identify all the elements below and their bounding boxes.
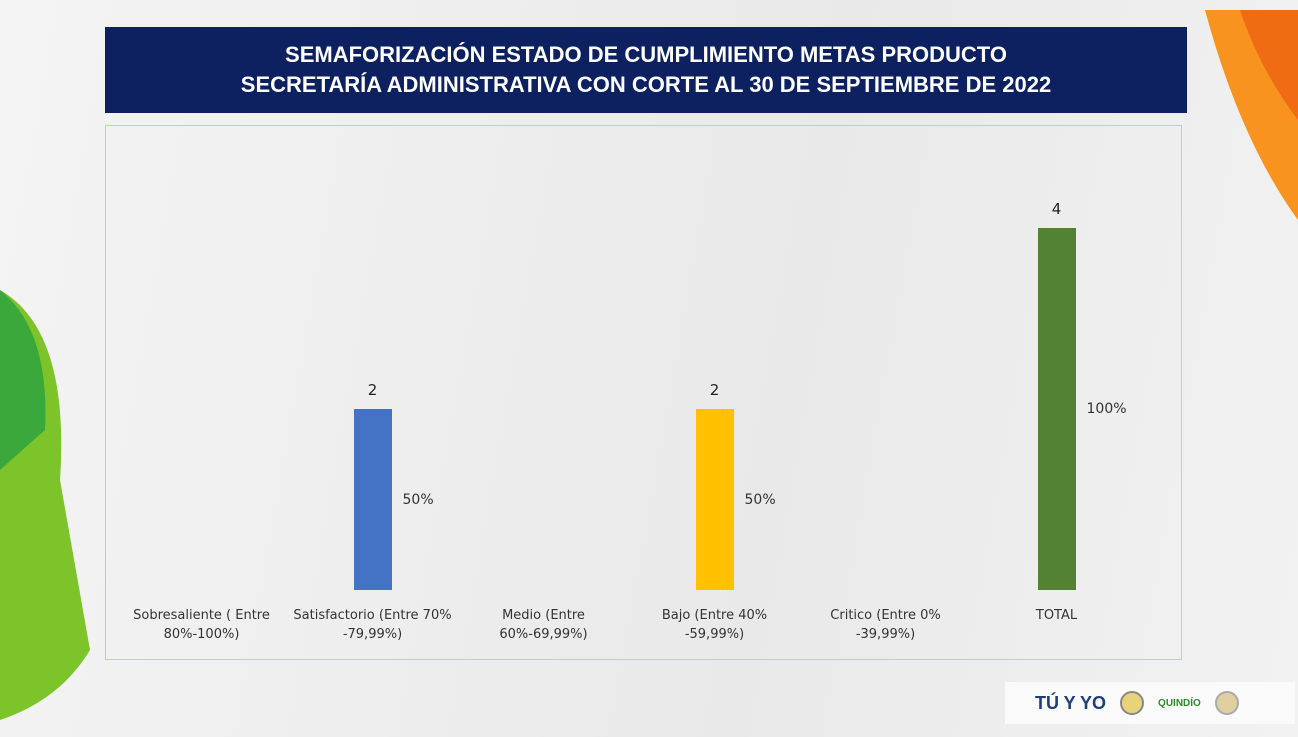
percent-label: 100% [1086, 401, 1127, 417]
x-tick-label: Critico (Entre 0% -39,99%) [830, 608, 941, 642]
value-label: 2 [709, 381, 720, 399]
chart-subtitle: SECRETARÍA ADMINISTRATIVA CON CORTE AL 3… [240, 72, 1052, 97]
logo: TÚ Y YO [1035, 692, 1107, 713]
bar [1037, 228, 1076, 590]
value-label: 4 [1051, 200, 1062, 218]
percent-label: 50% [402, 491, 434, 508]
value-label: 2 [367, 381, 378, 399]
bar [353, 409, 392, 590]
logos: TÚ Y YO QUINDÍO [1005, 682, 1295, 724]
seal [1120, 691, 1145, 715]
x-tick-label: TOTAL [1035, 608, 1078, 623]
seal [1214, 691, 1239, 715]
title-banner: SEMAFORIZACIÓN ESTADO DE CUMPLIMIENTO ME… [105, 27, 1187, 113]
logo: QUINDÍO [1158, 697, 1201, 709]
x-tick-label: Satisfactorio (Entre 70% -79,99%) [293, 608, 452, 642]
percent-label: 50% [744, 491, 776, 508]
x-tick-label: Bajo (Entre 40% -59,99%) [661, 608, 768, 642]
x-tick-label: Medio (Entre 60%-69,99%) [499, 608, 588, 642]
x-tick-label: Sobresaliente ( Entre 80%-100%) [133, 608, 270, 642]
chart-title: SEMAFORIZACIÓN ESTADO DE CUMPLIMIENTO ME… [285, 42, 1007, 67]
bar [695, 409, 734, 590]
plot-frame [105, 125, 1182, 660]
